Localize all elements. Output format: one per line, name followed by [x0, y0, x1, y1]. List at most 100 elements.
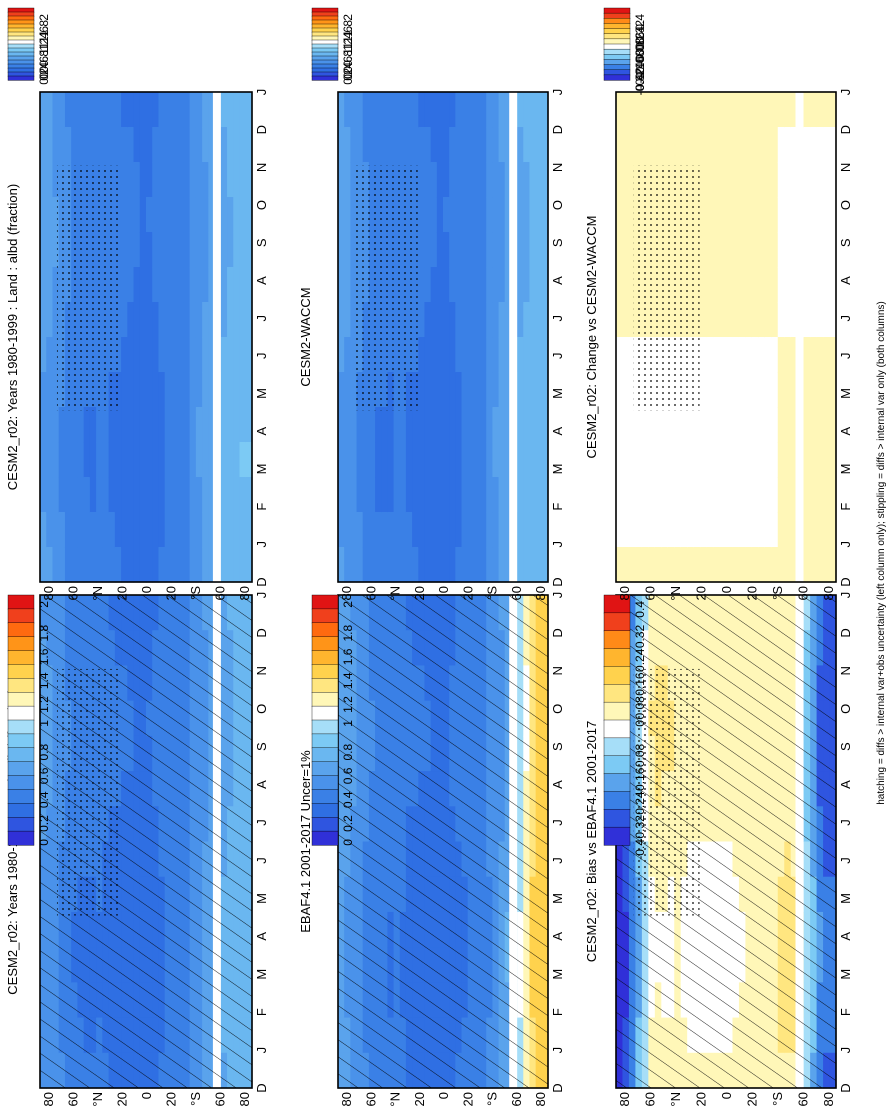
heatmap-cell — [436, 232, 444, 268]
panel-frame — [39, 594, 253, 1089]
heatmap-cell — [816, 442, 824, 478]
lat-tick-label: 60 — [363, 1092, 378, 1106]
heatmap-cell — [393, 477, 401, 513]
heatmap-cell — [455, 547, 463, 583]
heatmap-cell — [208, 232, 216, 268]
colorbar-swatch — [7, 11, 35, 17]
heatmap-cell — [139, 127, 147, 163]
heatmap-cell — [455, 267, 463, 303]
heatmap-cell — [424, 232, 432, 268]
heatmap-cell — [412, 512, 419, 548]
colorbar-swatch — [7, 817, 35, 832]
heatmap-cell — [83, 477, 91, 513]
heatmap-cell — [732, 232, 740, 268]
heatmap-cell — [239, 267, 247, 303]
time-tick-label: O — [838, 200, 853, 210]
heatmap-cell — [233, 267, 241, 303]
heatmap-cell — [405, 477, 413, 513]
colorbar-swatch — [311, 39, 339, 45]
time-tick-label: A — [550, 932, 565, 941]
time-tick-label: N — [838, 163, 853, 172]
colorbar-label: 0.6 — [37, 56, 51, 73]
heatmap-cell — [83, 442, 91, 478]
heatmap-cell — [46, 512, 54, 548]
colorbar-swatch — [311, 705, 339, 721]
heatmap-cell — [713, 197, 721, 233]
heatmap-cell — [719, 442, 727, 478]
heatmap-cell — [344, 267, 351, 303]
heatmap-cell — [803, 162, 811, 198]
heatmap-cell — [133, 197, 141, 233]
time-tick-label: J — [550, 541, 565, 548]
heatmap-cell — [146, 267, 153, 303]
heatmap-cell — [220, 547, 228, 583]
heatmap-cell — [52, 407, 60, 443]
colorbar-label: -0.08 — [633, 50, 647, 78]
colorbar-label: 0.16 — [633, 32, 647, 56]
heatmap-cell — [492, 232, 500, 268]
heatmap-cell — [517, 512, 524, 548]
heatmap-cell — [751, 162, 759, 198]
colorbar-swatch — [311, 15, 339, 21]
heatmap-cell — [810, 442, 818, 478]
heatmap-cell — [823, 337, 831, 373]
lat-tick-label: 60 — [796, 1092, 811, 1106]
heatmap-cell — [628, 197, 637, 233]
colorbar-swatch — [7, 608, 35, 624]
heatmap-cell — [823, 92, 831, 128]
heatmap-cell — [486, 267, 494, 303]
heatmap-cell — [480, 267, 487, 303]
heatmap-cell — [726, 232, 734, 268]
heatmap-cell — [777, 512, 785, 548]
heatmap-cell — [674, 512, 682, 548]
heatmap-cell — [443, 302, 450, 338]
heatmap-cell — [790, 197, 798, 233]
heatmap-cell — [158, 302, 166, 338]
heatmap-cell — [713, 302, 721, 338]
heatmap-cell — [706, 372, 714, 408]
heatmap-cell — [152, 197, 160, 233]
heatmap-cell — [350, 232, 358, 268]
heatmap-cell — [726, 197, 734, 233]
heatmap-cell — [183, 477, 191, 513]
heatmap-cell — [706, 162, 714, 198]
heatmap-cell — [726, 512, 734, 548]
heatmap-cell — [745, 407, 753, 443]
heatmap-cell — [202, 162, 209, 198]
heatmap-cell — [127, 547, 135, 583]
heatmap-cell — [492, 547, 500, 583]
heatmap-cell — [424, 302, 432, 338]
heatmap-cell — [523, 302, 531, 338]
heatmap-cell — [517, 302, 524, 338]
heatmap-cell — [133, 267, 141, 303]
colorbar-swatch — [311, 59, 339, 65]
heatmap-cell — [693, 127, 701, 163]
heatmap-cell — [412, 127, 419, 163]
heatmap-cell — [816, 372, 824, 408]
heatmap-cell — [46, 372, 54, 408]
heatmap-cell — [430, 127, 438, 163]
heatmap-cell — [726, 302, 734, 338]
time-tick-label: S — [254, 238, 269, 247]
colorbar-swatch — [603, 23, 631, 30]
colorbar-swatch — [311, 55, 339, 61]
heatmap-cell — [449, 512, 456, 548]
colorbar-swatch — [7, 692, 35, 707]
heatmap-cell — [461, 407, 469, 443]
heatmap-cell — [418, 162, 426, 198]
heatmap-cell — [164, 162, 172, 198]
heatmap-cell — [641, 92, 649, 128]
heatmap-cell — [784, 302, 792, 338]
heatmap-cell — [189, 127, 197, 163]
colorbar-swatch — [311, 63, 339, 69]
heatmap-cell — [46, 302, 54, 338]
heatmap-cell — [654, 127, 662, 163]
heatmap-cell — [473, 162, 481, 198]
heatmap-cell — [700, 372, 708, 408]
heatmap-cell — [108, 547, 116, 583]
heatmap-cell — [541, 302, 549, 338]
heatmap-cell — [648, 512, 656, 548]
heatmap-cell — [529, 92, 537, 128]
heatmap-cell — [375, 407, 382, 443]
heatmap-cell — [443, 442, 450, 478]
